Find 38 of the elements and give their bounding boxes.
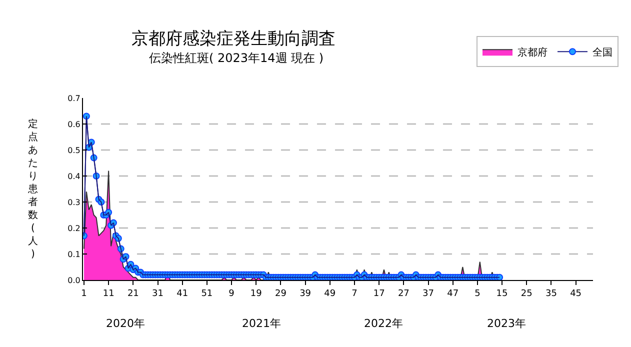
- text: 2023年: [487, 317, 526, 330]
- x-tick-label: 15: [496, 288, 508, 299]
- legend-label: 全国: [592, 46, 612, 59]
- x-tick-label: 17: [373, 288, 385, 299]
- y-tick-label: 0.4: [68, 172, 80, 181]
- x-tick-label: 19: [250, 288, 262, 299]
- x-tick-label: 39: [300, 288, 312, 299]
- y-tick-label: 0.1: [68, 250, 80, 259]
- y-tick-label: 0.0: [68, 276, 80, 285]
- chart-subtitle: 伝染性紅斑( 2023年14週 現在 ): [149, 51, 324, 65]
- x-tick-label: 7: [352, 288, 358, 299]
- text: 2022年: [364, 317, 403, 330]
- x-tick-label: 21: [127, 288, 139, 299]
- y-tick-label: 0.5: [68, 146, 80, 155]
- text: 2020年: [106, 317, 145, 330]
- chart-title: 京都府感染症発生動向調査: [131, 29, 336, 50]
- x-tick-label: 45: [570, 288, 582, 299]
- legend-label: 京都府: [518, 46, 548, 59]
- y-tick-label: 0.6: [68, 120, 80, 129]
- x-tick-label: 9: [228, 288, 235, 299]
- x-tick-label: 29: [274, 288, 287, 299]
- x-tick-label: 37: [422, 288, 434, 299]
- y-tick-label: 0.7: [68, 94, 80, 103]
- x-tick-label: 25: [520, 288, 532, 299]
- x-tick-label: 47: [447, 288, 459, 299]
- x-tick-label: 41: [176, 288, 188, 299]
- x-tick-label: 51: [201, 288, 213, 299]
- x-tick-label: 11: [102, 288, 114, 299]
- y-tick-label: 0.2: [68, 224, 80, 233]
- x-tick-label: 1: [81, 288, 87, 299]
- x-tick-label: 5: [474, 288, 480, 299]
- y-tick-label: 0.3: [68, 198, 80, 207]
- x-tick-label: 31: [152, 288, 164, 299]
- x-tick-label: 35: [545, 288, 557, 299]
- text: 定点あたり患者数(人): [28, 119, 38, 260]
- x-tick-label: 27: [398, 288, 410, 299]
- text: 2021年: [242, 317, 281, 330]
- x-tick-label: 49: [324, 288, 336, 299]
